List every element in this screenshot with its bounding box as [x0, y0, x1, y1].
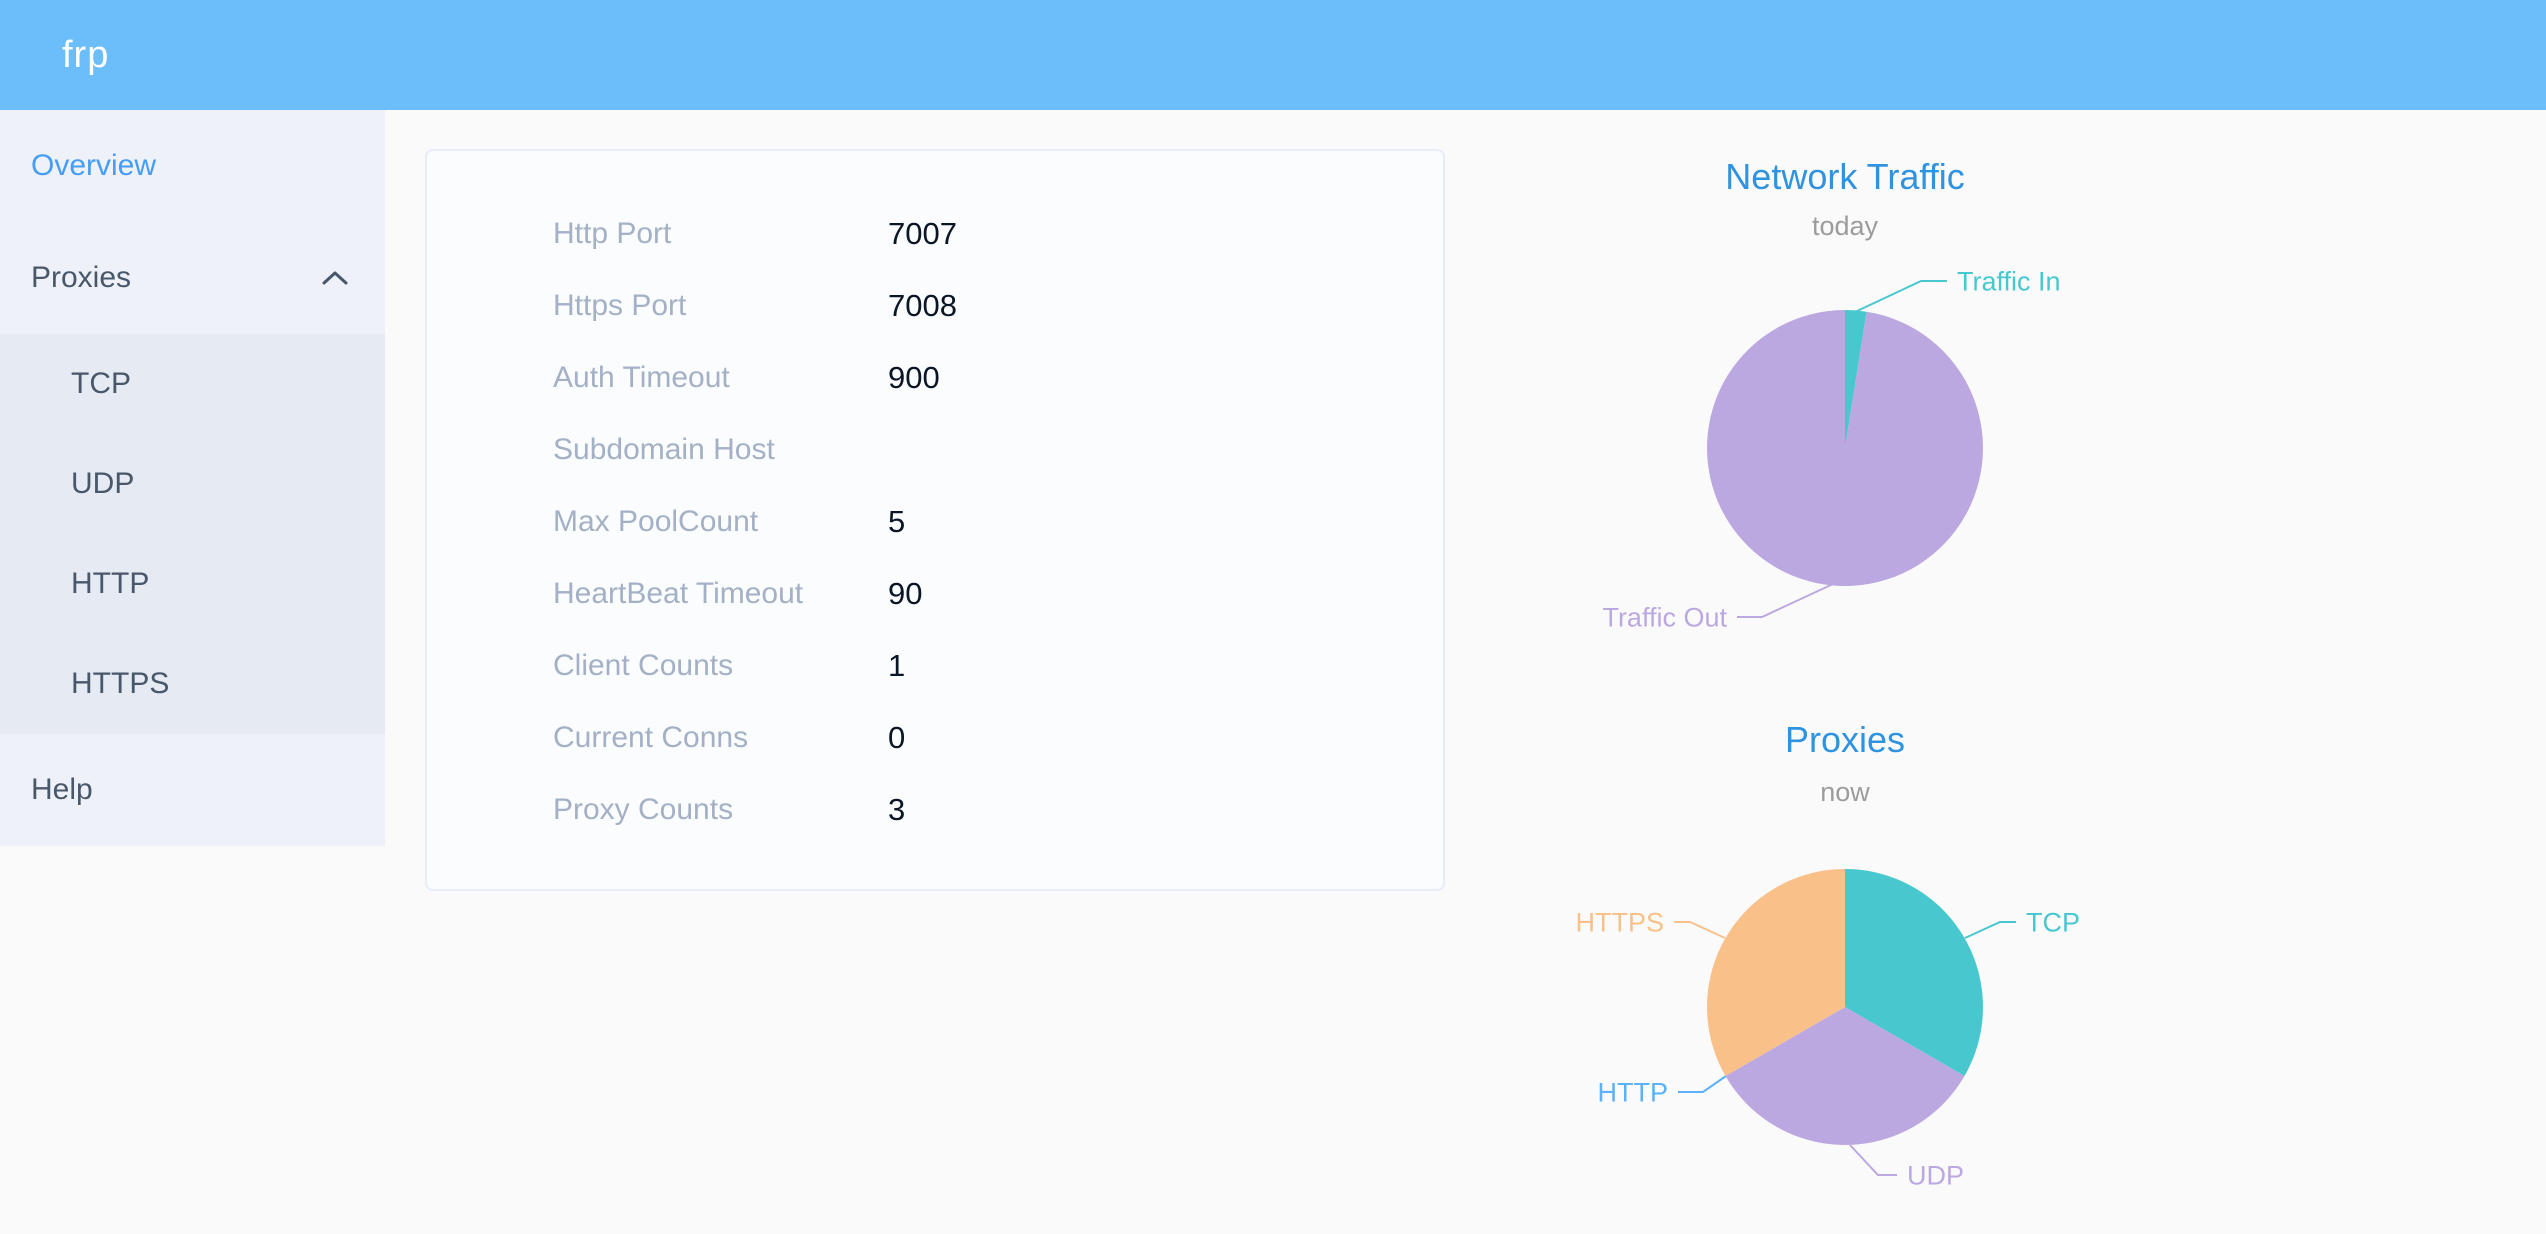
config-value: 7008	[888, 288, 957, 323]
sidebar-item-http[interactable]: HTTP	[0, 534, 385, 634]
config-label: Auth Timeout	[553, 361, 730, 394]
table-row: Auth Timeout 900	[553, 342, 1443, 414]
proxies-chart-title: Proxies	[1784, 719, 1906, 760]
sidebar-item-overview[interactable]: Overview	[0, 110, 385, 222]
sidebar: Overview Proxies TCP UDP HTTP HTTPS Help	[0, 110, 385, 846]
pie-label-udp: UDP	[1907, 1160, 1964, 1190]
table-row: Proxy Counts 3	[553, 774, 1443, 846]
app-header: frp	[0, 0, 2546, 110]
config-label: HeartBeat Timeout	[553, 577, 804, 610]
sidebar-item-help[interactable]: Help	[0, 734, 385, 846]
table-row: Http Port 7007	[553, 198, 1443, 270]
config-label: Current Conns	[553, 721, 749, 754]
pie-slice-traffic-in[interactable]	[1845, 310, 1867, 448]
pie-slice-tcp[interactable]	[1845, 869, 1983, 1076]
sidebar-item-udp[interactable]: UDP	[0, 434, 385, 534]
table-row: Client Counts 1	[553, 630, 1443, 702]
config-label: Http Port	[553, 217, 672, 250]
config-label: Client Counts	[553, 649, 734, 682]
pie-label-line	[1849, 1144, 1897, 1176]
pie-slice-udp[interactable]	[1725, 1007, 1965, 1145]
pie-label-line	[1964, 921, 2016, 939]
config-value: 1	[888, 648, 906, 683]
sidebar-item-tcp[interactable]: TCP	[0, 334, 385, 434]
proxies-pie[interactable]: TCP UDP HTTP HTTPS	[1450, 830, 2546, 1234]
pie-label-tcp: TCP	[2026, 907, 2080, 937]
pie-label-http: HTTP	[1598, 1077, 1669, 1107]
sidebar-item-label: TCP	[71, 367, 131, 400]
network-traffic-subtitle: today	[1811, 211, 1879, 241]
sidebar-item-https[interactable]: HTTPS	[0, 634, 385, 734]
sidebar-item-proxies[interactable]: Proxies	[0, 222, 385, 334]
proxies-submenu: TCP UDP HTTP HTTPS	[0, 334, 385, 734]
sidebar-item-label: Overview	[31, 149, 157, 182]
pie-label-line	[1678, 1075, 1727, 1093]
pie-label-traffic-in: Traffic In	[1957, 266, 2061, 296]
sidebar-item-label: Help	[31, 773, 93, 806]
sidebar-item-label: Proxies	[31, 261, 132, 294]
network-traffic-title: Network Traffic	[1725, 156, 1965, 197]
server-info-table: Http Port 7007 Https Port 7008 Auth Timeout 9…	[553, 198, 1443, 846]
pie-label-https: HTTPS	[1575, 907, 1664, 937]
config-value: 7007	[888, 216, 957, 251]
sidebar-item-label: HTTP	[71, 567, 150, 600]
pie-label-traffic-out: Traffic Out	[1602, 602, 1727, 632]
network-traffic-pie[interactable]: Traffic In Traffic Out	[1450, 250, 2546, 670]
table-row: HeartBeat Timeout 90	[553, 558, 1443, 630]
pie-slice-traffic-out[interactable]	[1707, 310, 1984, 586]
proxies-chart-subtitle: now	[1820, 777, 1870, 807]
config-label: Proxy Counts	[553, 793, 734, 826]
pie-label-line	[1854, 280, 1947, 313]
server-info-panel: Http Port 7007 Https Port 7008 Auth Timeout 9…	[425, 149, 1445, 891]
pie-label-line	[1674, 921, 1726, 939]
charts-column: Network Traffic today Traffic In Traffic …	[1450, 110, 2546, 1234]
pie-slice-https[interactable]	[1707, 869, 1845, 1076]
sidebar-item-label: HTTPS	[71, 667, 170, 700]
table-row: Max PoolCount 5	[553, 486, 1443, 558]
app-logo: frp	[62, 33, 110, 76]
config-label: Https Port	[553, 289, 687, 322]
sidebar-item-label: UDP	[71, 467, 135, 500]
config-label: Max PoolCount	[553, 505, 759, 538]
pie-label-line	[1737, 583, 1834, 618]
table-row: Current Conns 0	[553, 702, 1443, 774]
config-value: 90	[888, 576, 923, 611]
config-value: 0	[888, 720, 906, 755]
config-value: 3	[888, 792, 906, 827]
config-value: 900	[888, 360, 940, 395]
config-label: Subdomain Host	[553, 433, 775, 466]
table-row: Https Port 7008	[553, 270, 1443, 342]
table-row: Subdomain Host	[553, 414, 1443, 486]
chevron-up-icon	[322, 271, 348, 285]
config-value: 5	[888, 504, 906, 539]
